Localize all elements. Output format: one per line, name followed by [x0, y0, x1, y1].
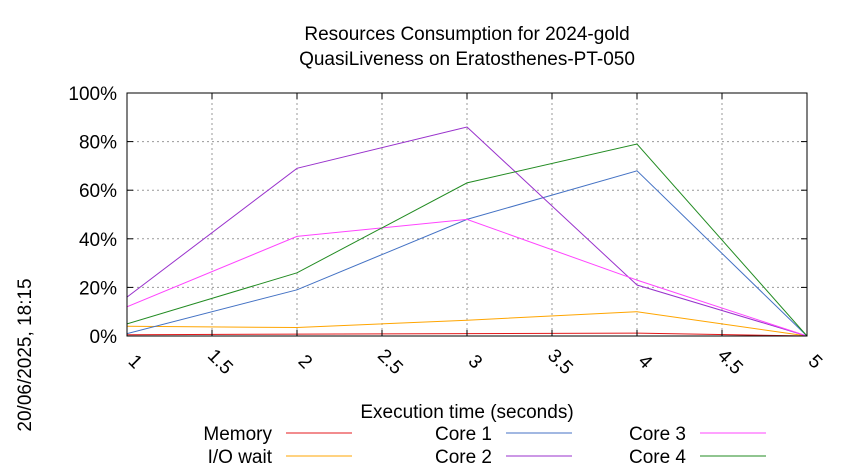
x-tick-label: 2: [294, 351, 316, 373]
x-tick-label: 1: [124, 351, 146, 373]
series-group: [126, 126, 808, 337]
legend-label: Core 3: [629, 424, 686, 445]
series-line-i-o-wait: [126, 311, 808, 337]
chart-subtitle: QuasiLiveness on Eratosthenes-PT-050: [299, 49, 635, 70]
x-tick-label: 3: [464, 351, 486, 373]
timestamp-label: 20/06/2025, 18:15: [15, 278, 36, 431]
legend-label: Core 2: [435, 447, 492, 468]
y-tick-label: 100%: [68, 84, 117, 105]
y-tick-label: 80%: [79, 133, 117, 154]
y-tick-label: 0%: [90, 327, 118, 348]
x-tick-label: 3.5: [543, 345, 577, 379]
legend-label: Memory: [203, 424, 272, 445]
x-tick-label: 5: [804, 351, 826, 373]
y-axis-ticks: 0% 20% 40% 60% 80% 100%: [68, 84, 807, 348]
legend-label: I/O wait: [208, 447, 273, 468]
series-line-core-2: [126, 126, 808, 337]
x-tick-label: 4: [634, 351, 657, 374]
x-tick-label: 4.5: [713, 345, 747, 379]
legend-label: Core 4: [629, 447, 686, 468]
series-line-core-3: [126, 218, 808, 337]
grid-lines: [127, 93, 807, 336]
y-tick-label: 40%: [79, 230, 117, 251]
legend-label: Core 1: [435, 424, 492, 445]
y-tick-label: 20%: [79, 278, 117, 299]
y-tick-label: 60%: [79, 181, 117, 202]
series-line-core-4: [126, 143, 808, 337]
x-tick-label: 2.5: [373, 345, 407, 379]
chart-title: Resources Consumption for 2024-gold: [304, 24, 629, 45]
x-tick-label: 1.5: [203, 345, 237, 379]
x-axis-label: Execution time (seconds): [360, 402, 573, 423]
